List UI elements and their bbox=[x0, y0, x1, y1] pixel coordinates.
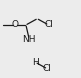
Text: H: H bbox=[32, 58, 39, 67]
Text: Cl: Cl bbox=[43, 64, 51, 73]
Text: NH: NH bbox=[22, 34, 36, 44]
Text: Cl: Cl bbox=[44, 20, 53, 29]
Text: O: O bbox=[11, 20, 18, 29]
